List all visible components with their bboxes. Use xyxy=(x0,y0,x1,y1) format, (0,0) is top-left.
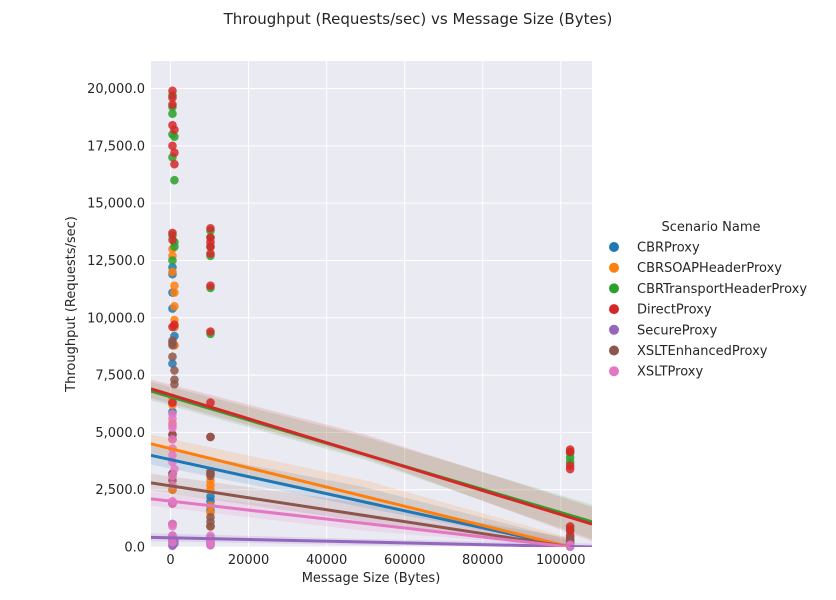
data-point xyxy=(170,379,179,389)
legend-label: CBRProxy xyxy=(637,241,700,256)
regression-line xyxy=(151,442,571,547)
data-point xyxy=(168,340,177,350)
data-point xyxy=(168,141,177,151)
legend-marker xyxy=(609,345,619,356)
data-point xyxy=(168,100,177,109)
data-point xyxy=(168,359,177,368)
data-point xyxy=(168,414,177,423)
y-tick-label: 7,500.0 xyxy=(95,369,145,384)
data-point xyxy=(565,447,575,457)
regression-lines xyxy=(151,387,592,547)
confidence-band xyxy=(151,491,571,547)
chart-title: Throughput (Requests/sec) vs Message Siz… xyxy=(223,10,613,28)
legend-marker xyxy=(609,366,619,377)
x-tick-label: 0 xyxy=(166,553,174,568)
data-point xyxy=(168,322,177,332)
data-point xyxy=(170,148,179,157)
data-point xyxy=(206,249,215,258)
data-point xyxy=(170,464,179,474)
legend-items: CBRProxy CBRSOAPHeaderProxy CBRTransportHe… xyxy=(609,241,807,380)
legend: Scenario Name CBRProxy CBRSOAPHeaderProxy… xyxy=(609,220,807,380)
legend-marker xyxy=(609,242,619,252)
y-tick-label: 0.0 xyxy=(124,541,145,556)
data-point xyxy=(206,522,215,531)
x-tick-label: 40000 xyxy=(306,553,347,568)
legend-label: DirectProxy xyxy=(637,303,712,318)
x-tick-label: 100000 xyxy=(536,553,586,568)
data-point xyxy=(168,423,177,433)
y-tick-label: 10,000.0 xyxy=(87,311,145,326)
regression-line xyxy=(151,453,571,547)
legend-label: CBRSOAPHeaderProxy xyxy=(637,261,782,276)
data-point xyxy=(170,288,179,297)
data-point xyxy=(206,224,215,233)
legend-label: XSLTEnhancedProxy xyxy=(637,344,768,359)
legend-marker xyxy=(609,304,619,315)
data-point xyxy=(170,132,179,141)
data-point xyxy=(206,471,215,481)
legend-label: SecureProxy xyxy=(637,323,718,338)
x-tick-labels: 0 20000 40000 60000 80000 100000 xyxy=(166,553,585,568)
x-tick-label: 80000 xyxy=(462,553,503,568)
data-point xyxy=(168,93,177,102)
legend-marker xyxy=(609,262,619,273)
confidence-band xyxy=(151,473,571,547)
legend-marker xyxy=(609,324,619,335)
regression-line xyxy=(151,387,592,526)
x-tick-label: 20000 xyxy=(228,553,269,568)
y-tick-label: 2,500.0 xyxy=(95,483,145,498)
legend-label: XSLTProxy xyxy=(637,365,703,380)
y-tick-label: 5,000.0 xyxy=(95,426,145,441)
regression-line xyxy=(151,535,592,547)
y-tick-label: 17,500.0 xyxy=(87,139,145,154)
data-point xyxy=(206,242,215,251)
x-tick-label: 60000 xyxy=(384,553,425,568)
legend-marker xyxy=(609,283,619,294)
data-point xyxy=(170,281,179,290)
data-point xyxy=(168,398,177,407)
data-point xyxy=(170,175,179,185)
data-point xyxy=(168,86,177,96)
y-tick-label: 12,500.0 xyxy=(87,254,145,269)
data-point xyxy=(206,432,215,442)
y-tick-label: 20,000.0 xyxy=(87,82,145,97)
confidence-band xyxy=(151,379,592,542)
data-point xyxy=(168,434,177,444)
data-point xyxy=(168,267,177,277)
data-point xyxy=(565,464,575,474)
data-point xyxy=(168,228,177,238)
data-point xyxy=(168,538,177,547)
plot-area xyxy=(151,61,592,547)
data-point xyxy=(170,125,179,135)
data-point xyxy=(168,235,177,245)
data-point xyxy=(168,451,177,460)
grid-lines xyxy=(151,61,592,548)
data-point xyxy=(170,301,179,311)
data-point xyxy=(168,522,177,531)
data-point xyxy=(168,352,177,362)
data-point xyxy=(206,281,215,290)
y-axis-label: Throughput (Requests/sec) xyxy=(64,216,79,393)
y-tick-labels: 0.0 2,500.0 5,000.0 7,500.0 10,000.0 12,500.0… xyxy=(87,82,145,555)
legend-title: Scenario Name xyxy=(662,220,761,235)
data-point xyxy=(206,540,215,550)
y-tick-label: 15,000.0 xyxy=(87,197,145,212)
data-point xyxy=(206,327,215,336)
data-point xyxy=(206,398,215,407)
data-point xyxy=(168,256,177,265)
legend-label: CBRTransportHeaderProxy xyxy=(637,282,807,297)
data-point xyxy=(170,159,179,169)
x-axis-label: Message Size (Bytes) xyxy=(302,571,441,586)
confidence-band xyxy=(151,434,571,547)
data-point xyxy=(168,471,177,481)
data-point xyxy=(168,109,177,119)
data-point xyxy=(170,366,179,375)
data-point xyxy=(170,242,179,251)
regression-line xyxy=(151,497,571,547)
regression-line xyxy=(151,481,571,547)
